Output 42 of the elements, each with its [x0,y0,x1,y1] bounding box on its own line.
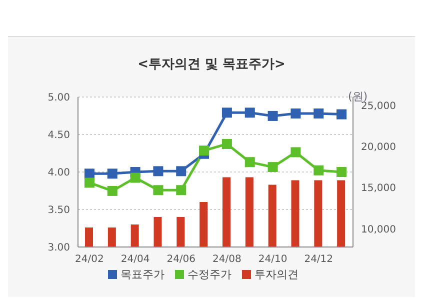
point [176,185,186,196]
point [336,109,347,120]
legend-label: 수정주가 [188,268,232,281]
y-tick-label: 5.00 [48,92,70,104]
y2-tick-label: 25,000 [361,100,396,112]
x-tick-label: 24/10 [258,254,288,266]
point [290,147,301,158]
point [314,165,324,176]
point [244,157,255,168]
point [199,146,210,156]
y-tick-label: 4.50 [48,130,70,142]
point [153,166,164,176]
x-tick-label: 24/12 [304,254,334,266]
point [107,168,118,179]
y2-tick-label: 15,000 [361,183,396,194]
point [84,168,94,179]
point [153,185,164,196]
point [290,108,301,118]
point [268,110,278,121]
point [222,108,232,118]
legend-label: 투자의견 [254,268,298,281]
point [130,172,140,183]
x-tick-label: 24/06 [166,254,196,266]
x-tick-label: 24/02 [75,254,104,266]
y-tick-label: 4.00 [48,168,70,179]
x-tick-label: 24/08 [212,254,242,266]
chart-title: <투자의견 및 목표주가> [136,56,286,74]
point [107,186,118,196]
legend-label: 목표주가 [120,268,164,281]
point [336,167,347,177]
y2-axis-title: (원) [348,89,368,103]
y2-tick-label: 10,000 [361,224,396,236]
y-tick-label: 3.00 [48,242,70,254]
y2-tick-label: 20,000 [361,142,396,153]
x-tick-label: 24/04 [120,254,150,266]
y-tick-label: 3.50 [48,205,70,216]
point [222,138,232,149]
point [314,108,324,118]
point [84,178,94,188]
point [244,108,255,118]
point [268,162,278,172]
point [176,166,186,176]
